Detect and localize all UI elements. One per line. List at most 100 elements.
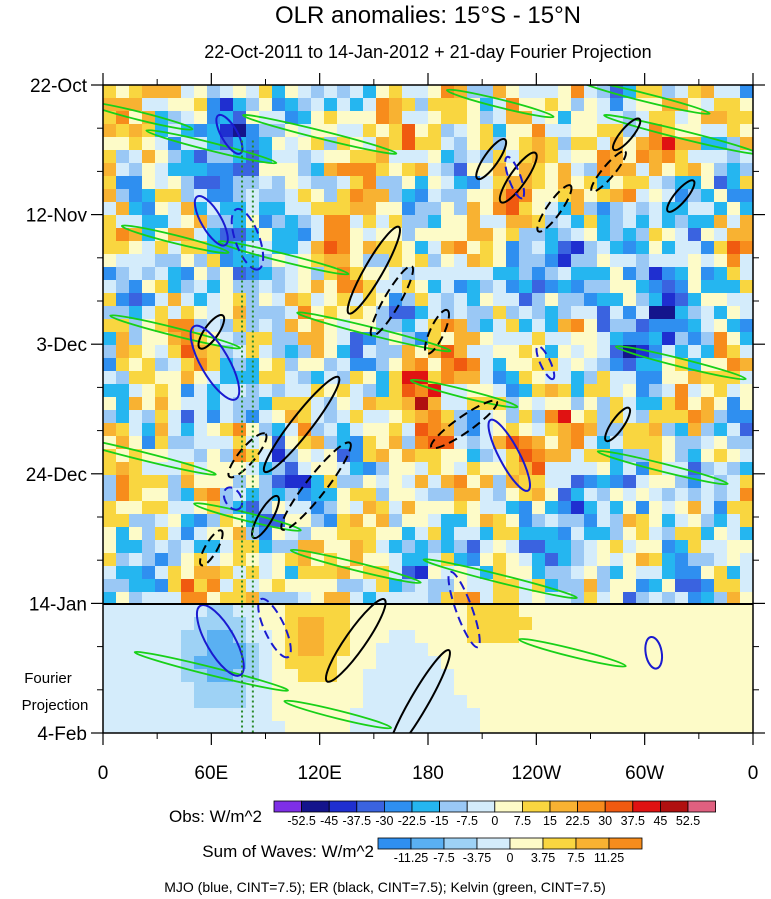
projection-field-cell [506,604,520,618]
obs-field-cell [129,111,143,125]
obs-field-cell [688,280,702,294]
obs-field-cell [155,280,169,294]
obs-field-cell [558,124,572,138]
obs-field-cell [142,358,156,372]
obs-field-cell [623,566,637,580]
projection-field-cell [467,669,481,683]
obs-field-cell [415,358,429,372]
obs-field-cell [636,176,650,190]
obs-field-cell [441,293,455,307]
projection-field-cell [441,630,455,644]
obs-field-cell [727,358,741,372]
obs-field-cell [740,488,753,502]
obs-field-cell [727,98,741,112]
obs-field-cell [740,397,753,411]
projection-field-cell [402,630,416,644]
obs-field-cell [298,319,312,333]
obs-field-cell [168,267,182,281]
obs-field-cell [389,384,403,398]
obs-field-cell [727,306,741,320]
obs-field-cell [298,514,312,528]
obs-field-cell [623,384,637,398]
obs-field-cell [337,176,351,190]
obs-field-cell [246,202,260,216]
obs-field-cell [259,306,273,320]
obs-field-cell [389,397,403,411]
obs-field-cell [662,527,676,541]
obs-field-cell [571,150,585,164]
obs-field-cell [415,514,429,528]
obs-field-cell [532,345,546,359]
obs-field-cell [233,527,247,541]
obs-field-cell [337,111,351,125]
obs-field-cell [584,384,598,398]
obs-field-cell [701,306,715,320]
obs-field-cell [402,150,416,164]
obs-field-cell [571,163,585,177]
projection-field-cell [207,695,221,709]
obs-field-cell [181,410,195,424]
obs-field-cell [740,475,753,489]
obs-field-cell [597,189,611,203]
obs-field-cell [207,553,221,567]
obs-field-cell [506,475,520,489]
obs-field-cell [545,332,559,346]
obs-field-cell [181,397,195,411]
obs-field-cell [168,592,182,606]
obs-field-cell [727,189,741,203]
obs-field-cell [207,592,221,606]
colorbar-level-label: 45 [653,814,667,828]
colorbar-level-label: -37.5 [343,814,372,828]
projection-field-cell [220,682,234,696]
obs-field-cell [103,384,117,398]
obs-field-cell [246,488,260,502]
projection-field-cell [220,721,234,733]
projection-field-cell [376,669,390,683]
projection-field-cell [129,721,143,733]
obs-field-cell [311,592,325,606]
obs-field-cell [415,202,429,216]
obs-field-cell [610,241,624,255]
projection-field-cell [129,643,143,657]
obs-field-cell [155,267,169,281]
obs-field-cell [168,423,182,437]
obs-field-cell [259,540,273,554]
obs-field-cell [350,306,364,320]
obs-field-cell [337,293,351,307]
obs-field-cell [194,293,208,307]
projection-field-cell [129,656,143,670]
obs-field-cell [623,215,637,229]
obs-field-cell [545,228,559,242]
obs-field-cell [363,540,377,554]
obs-field-cell [207,410,221,424]
obs-field-cell [727,384,741,398]
obs-field-cell [103,592,117,606]
wave-contour [409,378,519,409]
obs-field-cell [636,254,650,268]
projection-field-cell [272,630,286,644]
obs-field-cell [337,488,351,502]
obs-field-cell [636,267,650,281]
obs-field-cell [207,254,221,268]
projection-field-cell [285,721,299,733]
obs-field-cell [311,566,325,580]
obs-field-cell [259,163,273,177]
obs-field-cell [142,501,156,515]
projection-field-cell [363,617,377,631]
colorbar-swatch [383,800,413,813]
obs-field-cell [194,150,208,164]
wave-contour [199,529,224,567]
projection-field-cell [675,721,689,733]
obs-field-cell [259,189,273,203]
projection-field-cell [584,656,598,670]
obs-field-cell [220,436,234,450]
obs-field-cell [623,319,637,333]
projection-field-cell [259,643,273,657]
obs-field-cell [116,345,130,359]
obs-field-cell [532,449,546,463]
obs-field-cell [532,371,546,385]
obs-field-cell [740,540,753,554]
obs-field-cell [324,436,338,450]
obs-field-cell [129,306,143,320]
colorbar-level-label: -7.5 [433,851,455,865]
